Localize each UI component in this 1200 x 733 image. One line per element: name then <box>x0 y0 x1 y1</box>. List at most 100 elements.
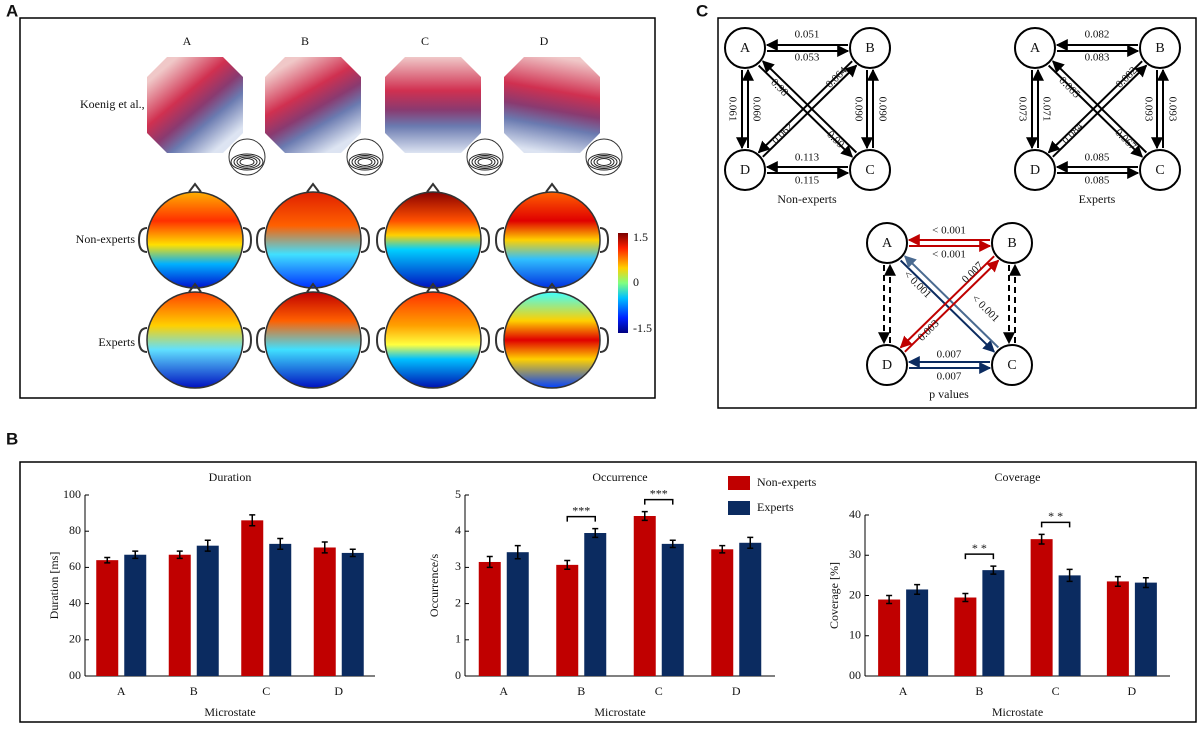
head-map <box>503 291 601 389</box>
topomap <box>504 57 600 153</box>
node-label: C <box>865 163 874 178</box>
bar <box>954 597 977 676</box>
bar <box>313 547 336 676</box>
x-tick-label: B <box>577 684 585 698</box>
bar <box>633 515 656 676</box>
x-axis-label: Microstate <box>992 705 1043 719</box>
y-tick-label: 3 <box>455 559 461 573</box>
edge-label: 0.073 <box>1016 97 1028 122</box>
topomap <box>147 57 243 153</box>
y-tick-label: 30 <box>849 547 861 561</box>
bar <box>196 545 219 676</box>
transition-arrow <box>1051 60 1148 154</box>
significance-label: *** <box>572 503 590 517</box>
contour-line <box>474 156 496 168</box>
bar <box>269 543 292 676</box>
y-tick-label: 1 <box>455 632 461 646</box>
error-bar <box>104 556 111 564</box>
x-tick-label: C <box>262 684 270 698</box>
bar <box>241 520 264 676</box>
transition-arrow <box>1047 64 1144 158</box>
contour-line <box>351 155 379 169</box>
x-tick-label: A <box>499 684 508 698</box>
error-bar <box>249 514 256 527</box>
topomap <box>265 57 361 153</box>
state-node <box>724 149 766 191</box>
row-label: Experts <box>98 335 135 349</box>
row-label: Non-experts <box>76 232 136 246</box>
error-bar <box>321 541 328 554</box>
bar <box>1058 575 1081 676</box>
significance-bracket <box>1040 521 1071 528</box>
state-node <box>991 344 1033 386</box>
legend-label: Non-experts <box>757 475 817 489</box>
state-node <box>849 27 891 69</box>
colorbar-label: 1.5 <box>633 230 648 244</box>
error-bar <box>669 539 676 549</box>
state-node <box>1014 27 1056 69</box>
edge-label: < 0.001 <box>932 249 966 261</box>
edge-label: 0.093 <box>1166 97 1178 122</box>
contour-line <box>230 153 264 171</box>
x-tick-label: D <box>732 684 741 698</box>
error-bar <box>990 565 997 575</box>
error-bar <box>486 555 493 569</box>
chart-title: Coverage <box>995 470 1041 484</box>
error-bar <box>914 583 921 596</box>
bar <box>711 549 734 676</box>
head-map <box>146 291 244 389</box>
significance-bracket <box>964 553 995 560</box>
state-node <box>991 222 1033 264</box>
panel-a-frame <box>19 17 656 399</box>
edge-label: 0.083 <box>1085 52 1110 64</box>
transition-arrow <box>1052 64 1148 158</box>
state-node <box>724 27 766 69</box>
bar <box>1134 582 1157 676</box>
edge-label: 0.062 <box>770 121 796 147</box>
transition-arrow <box>904 259 1000 353</box>
bar <box>96 560 119 676</box>
bar <box>906 589 929 676</box>
y-tick-label: 20 <box>69 632 81 646</box>
y-tick-label: 0 <box>455 668 461 682</box>
diagram-caption: p values <box>929 387 969 401</box>
y-tick-label: 10 <box>849 628 861 642</box>
edge-label: 0.090 <box>876 97 888 122</box>
edge-label: 0.007 <box>937 349 962 361</box>
contour-line <box>471 155 499 169</box>
edge-label: 0.090 <box>852 97 864 122</box>
state-node <box>1014 149 1056 191</box>
node-label: D <box>882 358 892 373</box>
column-label: C <box>421 34 429 48</box>
panel-label: C <box>696 1 708 20</box>
head-map <box>503 191 601 289</box>
edge-label: 0.051 <box>795 29 820 41</box>
error-bar <box>1066 568 1073 583</box>
edge-label: 0.98 <box>768 77 790 99</box>
contour-line <box>596 158 612 166</box>
error-bar <box>132 550 139 560</box>
contour-line <box>354 156 376 168</box>
state-node <box>1139 27 1181 69</box>
legend-swatch <box>728 501 750 515</box>
error-bar <box>1114 575 1121 587</box>
error-bar <box>592 527 599 539</box>
state-node <box>1139 149 1181 191</box>
x-tick-label: D <box>1128 684 1137 698</box>
edge-label: 0.085 <box>1085 175 1110 187</box>
significance-bracket <box>566 515 596 522</box>
y-tick-label: 40 <box>69 595 81 609</box>
bar <box>124 554 147 676</box>
error-bar <box>204 539 211 552</box>
contour-line <box>233 155 261 169</box>
diagram-caption: Experts <box>1079 192 1116 206</box>
contour-line <box>587 153 621 171</box>
bar <box>584 533 607 676</box>
ear <box>137 282 253 353</box>
node-label: A <box>882 236 893 251</box>
ear <box>137 182 253 253</box>
ear <box>494 282 610 353</box>
y-tick-label: 2 <box>455 595 461 609</box>
